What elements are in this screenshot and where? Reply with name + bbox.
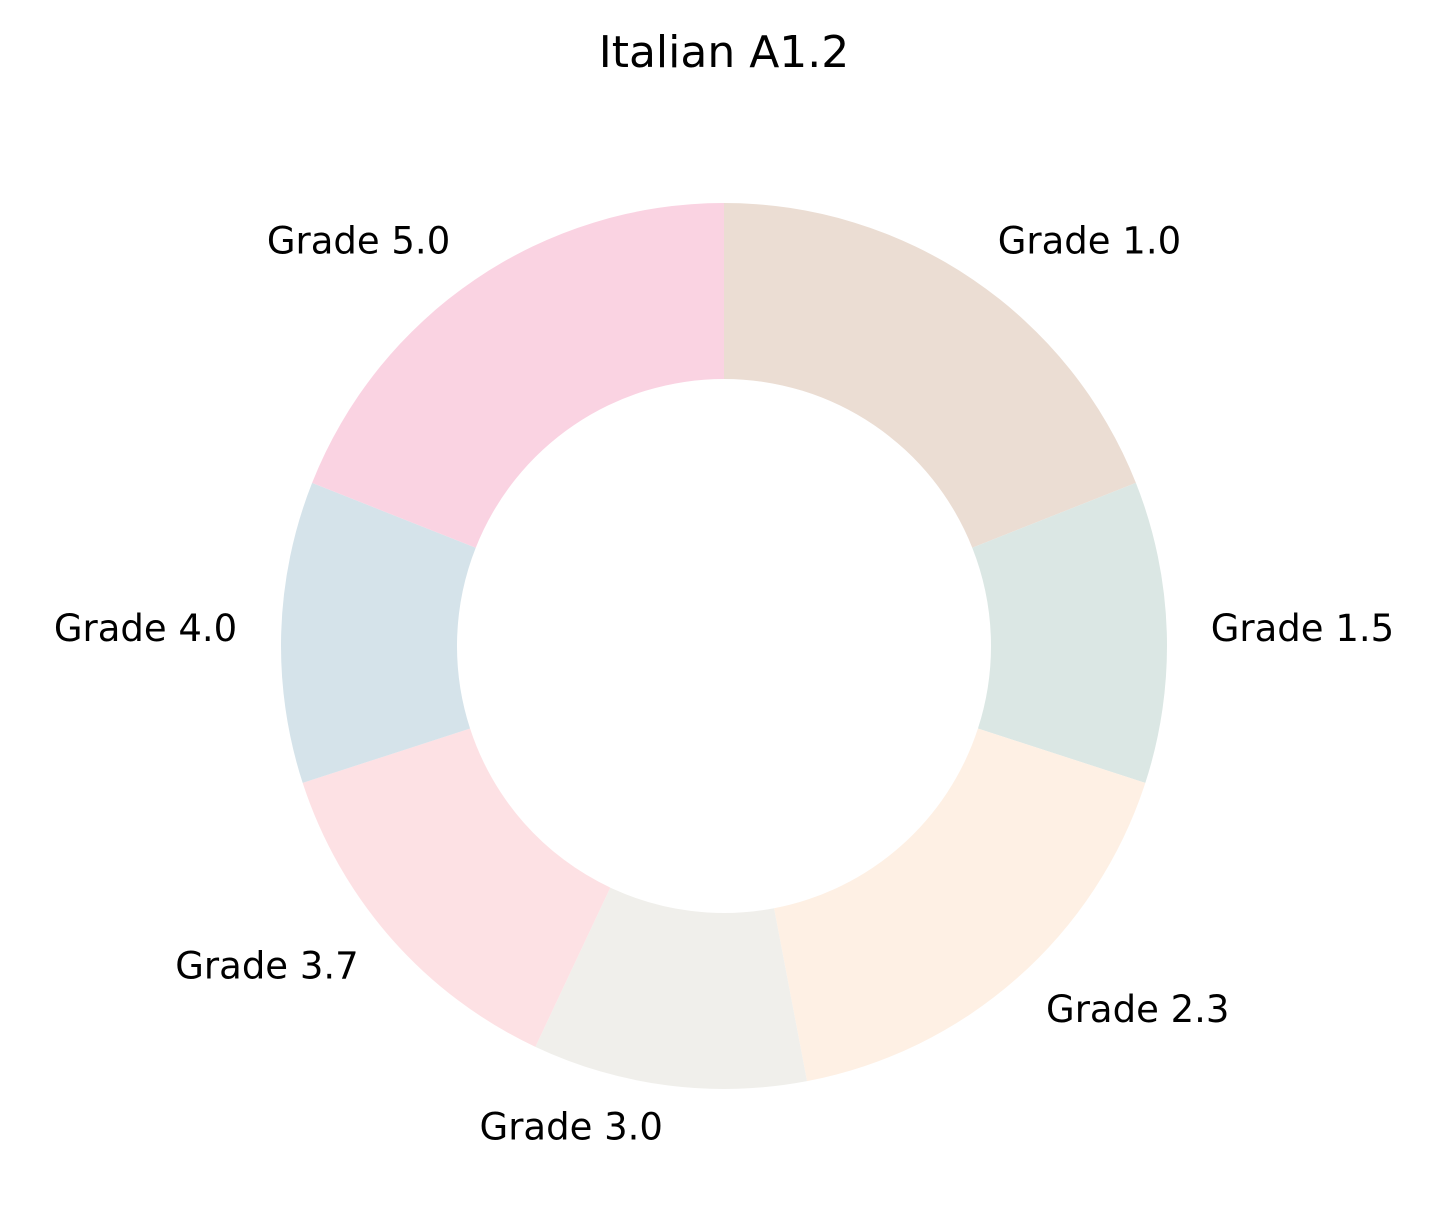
label-group: Grade 1.0 Grade 1.5 Grade 2.3 Grade 3.0 Grad… xyxy=(54,220,1394,1149)
slice-grade-4-0 xyxy=(281,482,476,783)
slice-label-grade-3-0: Grade 3.0 xyxy=(480,1106,663,1149)
slice-label-grade-5-0: Grade 5.0 xyxy=(267,220,450,263)
slice-label-grade-1-5: Grade 1.5 xyxy=(1211,607,1394,650)
slice-grade-3-7 xyxy=(302,728,611,1047)
slice-grade-1-0 xyxy=(724,203,1136,548)
slice-label-grade-2-3: Grade 2.3 xyxy=(1046,988,1229,1031)
chart-title: Italian A1.2 xyxy=(599,27,850,78)
slice-group xyxy=(281,203,1167,1089)
slice-grade-2-3 xyxy=(774,728,1146,1082)
slice-label-grade-1-0: Grade 1.0 xyxy=(998,220,1181,263)
slice-grade-5-0 xyxy=(312,203,724,548)
slice-label-grade-3-7: Grade 3.7 xyxy=(175,945,358,988)
slice-label-grade-4-0: Grade 4.0 xyxy=(54,607,237,650)
slice-grade-1-5 xyxy=(972,482,1167,783)
slice-grade-3-0 xyxy=(535,887,808,1089)
